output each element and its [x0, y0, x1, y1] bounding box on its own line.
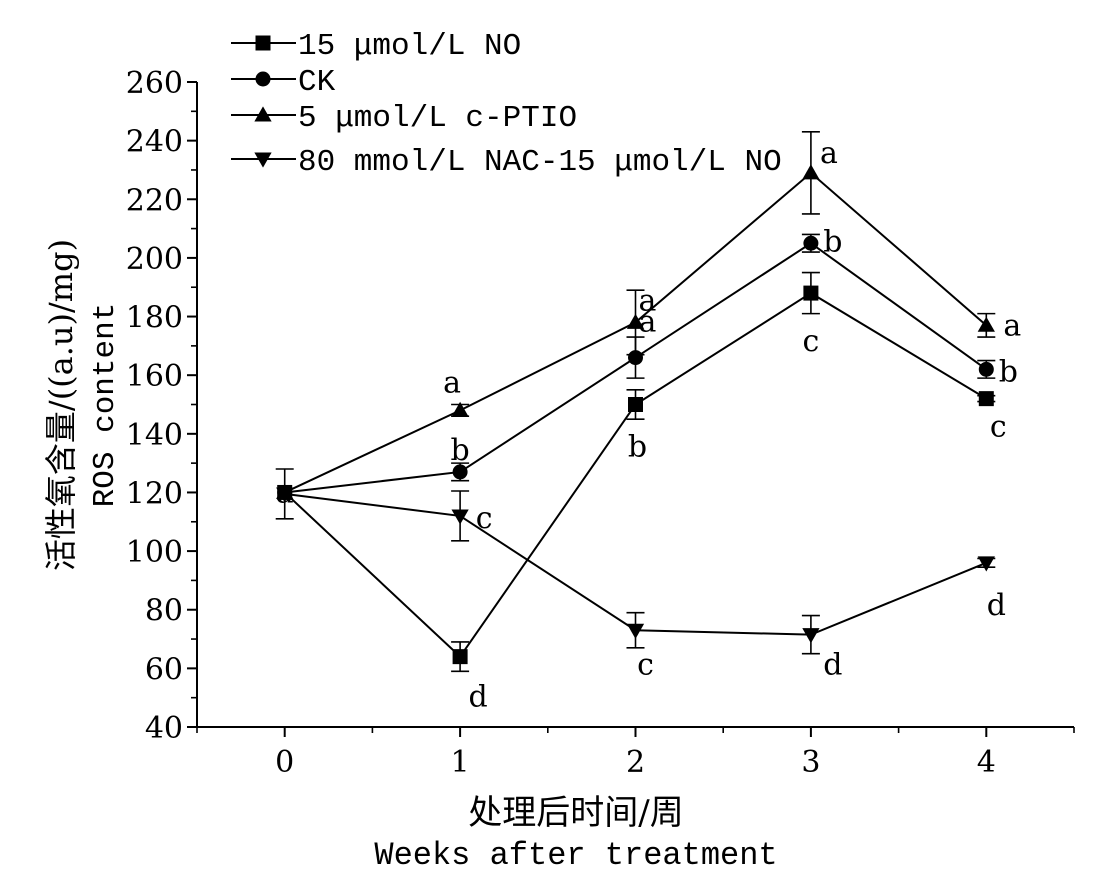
legend-marker — [254, 106, 272, 122]
significance-letter: d — [823, 648, 842, 683]
y-tick-label: 220 — [126, 183, 183, 218]
significance-letter: c — [802, 324, 819, 359]
significance-letter: a — [639, 283, 657, 318]
x-axis-label-cn: 处理后时间/周 — [468, 793, 683, 833]
data-point — [276, 487, 294, 503]
significance-letter: c — [990, 410, 1007, 445]
legend-item: 5 μmol/L c-PTIO — [231, 101, 577, 136]
y-tick-label: 140 — [126, 418, 183, 453]
series-layer: dbccbabbaaaaaccdd — [275, 131, 1021, 715]
data-point — [626, 623, 645, 639]
series-triangle-up: aaaaa — [276, 131, 1021, 510]
legend-label: 15 μmol/L NO — [298, 29, 521, 64]
y-tick-label: 120 — [126, 476, 183, 511]
y-axis-label-en: ROS content — [88, 303, 123, 508]
data-point — [452, 649, 468, 665]
significance-letter: b — [450, 433, 469, 468]
y-tick-label: 240 — [126, 125, 183, 160]
significance-letter: b — [823, 224, 842, 259]
x-tick-label: 1 — [451, 745, 470, 780]
y-tick-label: 160 — [126, 359, 183, 394]
y-tick-label: 60 — [145, 652, 183, 687]
legend-marker — [255, 71, 271, 87]
legend-marker — [255, 35, 271, 51]
data-point — [451, 401, 469, 417]
y-axis-label-cn: 活性氧含量/((a.u)/mg) — [42, 239, 80, 571]
legend-marker — [254, 152, 272, 168]
significance-letter: b — [999, 354, 1018, 389]
data-point — [451, 509, 469, 525]
legend-item: 80 mmol/L NAC-15 μmol/L NO — [231, 145, 782, 180]
y-tick-label: 80 — [145, 594, 183, 629]
y-tick-label: 40 — [145, 711, 183, 746]
series-triangle-down: c c d d — [275, 468, 1006, 683]
legend-label: 5 μmol/L c-PTIO — [298, 101, 577, 136]
data-point — [802, 164, 820, 180]
data-point — [978, 391, 994, 407]
legend-label: CK — [298, 65, 336, 100]
significance-letter: a — [443, 365, 461, 400]
x-tick-label: 0 — [275, 745, 294, 780]
data-point — [802, 628, 820, 644]
y-tick-label: 200 — [126, 242, 183, 277]
data-point — [452, 464, 468, 480]
data-point — [626, 313, 645, 329]
significance-letter: d — [987, 588, 1006, 623]
significance-letter: b — [628, 430, 647, 465]
legend-item: CK — [231, 65, 336, 100]
y-tick-label: 260 — [126, 66, 183, 101]
x-tick-label: 4 — [977, 745, 996, 780]
y-tick-label: 180 — [126, 301, 183, 336]
x-axis-label-en: Weeks after treatment — [374, 837, 777, 874]
data-point — [977, 316, 995, 332]
significance-letter: d — [468, 680, 487, 715]
y-tick-label: 100 — [126, 535, 183, 570]
data-point — [977, 556, 995, 572]
data-point — [978, 361, 994, 377]
data-point — [803, 285, 819, 301]
significance-letter: c — [476, 501, 493, 536]
data-point — [628, 397, 643, 412]
data-point — [628, 350, 643, 366]
x-tick-label: 3 — [801, 745, 820, 780]
legend-item: 15 μmol/L NO — [231, 29, 521, 64]
significance-letter: a — [1003, 308, 1021, 343]
legend-label: 80 mmol/L NAC-15 μmol/L NO — [298, 145, 782, 180]
significance-letter: a — [639, 305, 657, 340]
x-tick-label: 2 — [626, 745, 645, 780]
data-point — [803, 235, 819, 251]
significance-letter: a — [820, 136, 838, 171]
axes: 40 60 80 100 120 140 160 180 200 220 240 260 0 1 2 3 4 — [126, 66, 1075, 780]
significance-letter: c — [637, 647, 654, 682]
